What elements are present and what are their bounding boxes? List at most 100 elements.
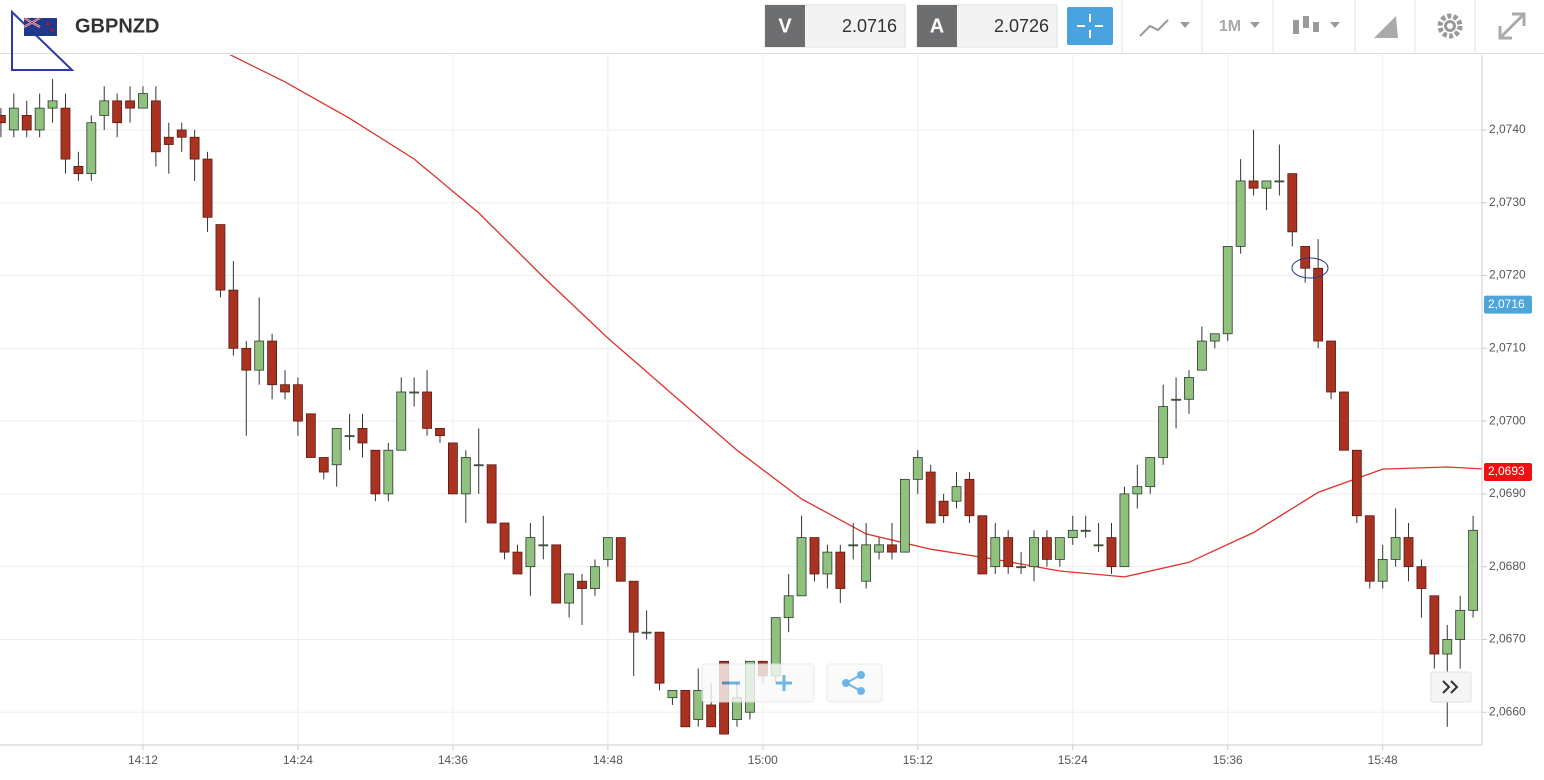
candle-body bbox=[344, 435, 355, 438]
candle-body bbox=[21, 115, 32, 131]
candle-body bbox=[228, 289, 239, 349]
zoom-in-button[interactable] bbox=[776, 675, 792, 691]
share-button[interactable] bbox=[842, 671, 865, 695]
y-tick-label: 2,0700 bbox=[1489, 413, 1526, 427]
share-box bbox=[826, 663, 883, 703]
candle-body bbox=[1429, 595, 1440, 655]
price-marker bbox=[1484, 295, 1532, 314]
candle-body bbox=[951, 486, 962, 502]
candle-body bbox=[1390, 537, 1401, 560]
candle-body bbox=[809, 537, 820, 575]
timeframe: 1M bbox=[1219, 18, 1241, 35]
candle-body bbox=[34, 107, 45, 131]
y-tick-label: 2,0690 bbox=[1489, 486, 1526, 500]
sell-label: V bbox=[778, 15, 792, 37]
candle-body bbox=[447, 442, 458, 495]
x-tick-label: 15:36 bbox=[1213, 753, 1243, 767]
candle-body bbox=[499, 522, 510, 553]
candle-body bbox=[1261, 180, 1272, 189]
candle-body bbox=[1158, 406, 1169, 458]
candle-body bbox=[383, 449, 394, 495]
candle-body bbox=[641, 631, 652, 634]
candle-body bbox=[305, 413, 316, 458]
scroll-end-button[interactable] bbox=[1430, 671, 1472, 703]
candle-body bbox=[1364, 515, 1375, 582]
buy-tag bbox=[917, 5, 957, 47]
y-tick-label: 2,0730 bbox=[1489, 195, 1526, 209]
y-tick-label: 2,0710 bbox=[1489, 340, 1526, 354]
y-tick-label: 2,0670 bbox=[1489, 632, 1526, 646]
candle-body bbox=[977, 515, 988, 575]
candle-body bbox=[163, 136, 174, 145]
x-tick-label: 14:36 bbox=[438, 753, 468, 767]
zoom-box bbox=[701, 663, 815, 703]
candle-body bbox=[473, 464, 484, 467]
candle-body bbox=[86, 122, 97, 175]
candle-body bbox=[241, 347, 252, 371]
candle-body bbox=[1274, 180, 1285, 183]
candle-body bbox=[0, 115, 6, 124]
drawing-tools-button[interactable] bbox=[1374, 16, 1398, 38]
candle-body bbox=[8, 107, 19, 131]
candle-body bbox=[1016, 566, 1027, 569]
buy-price: 2.0726 bbox=[994, 16, 1049, 36]
candle-body bbox=[138, 93, 148, 109]
x-tick-label: 14:48 bbox=[593, 753, 623, 767]
y-tick-label: 2,0720 bbox=[1489, 268, 1526, 282]
settings-button[interactable] bbox=[1437, 13, 1463, 39]
candle-body bbox=[822, 551, 833, 575]
candle-body bbox=[1209, 333, 1220, 342]
price-marker bbox=[1484, 463, 1532, 482]
candle-body bbox=[925, 471, 936, 524]
candle-body bbox=[1403, 537, 1414, 568]
candle-body bbox=[615, 537, 626, 582]
timeframe-button[interactable]: 1M bbox=[1219, 18, 1260, 35]
candle-body bbox=[628, 580, 639, 633]
candle-body bbox=[1351, 449, 1362, 517]
candle-style-button[interactable] bbox=[1293, 16, 1340, 34]
candle-body bbox=[1235, 180, 1246, 247]
candle-body bbox=[1287, 173, 1298, 233]
candle-body bbox=[602, 537, 613, 560]
candle-body bbox=[938, 500, 949, 517]
candle-body bbox=[215, 224, 226, 291]
candle-body bbox=[667, 690, 678, 699]
candle-body bbox=[680, 690, 691, 728]
x-tick-label: 15:12 bbox=[903, 753, 933, 767]
x-tick-label: 15:24 bbox=[1058, 753, 1088, 767]
candle-body bbox=[512, 551, 523, 575]
candle-body bbox=[1003, 537, 1014, 568]
candle-body bbox=[899, 478, 910, 553]
candle-body bbox=[176, 129, 187, 138]
candle-body bbox=[1313, 267, 1324, 342]
candle-body bbox=[1468, 529, 1478, 611]
sell-price: 2.0716 bbox=[842, 16, 897, 36]
candle-body bbox=[538, 544, 549, 547]
candle-body bbox=[1067, 529, 1078, 538]
candle-body bbox=[435, 427, 445, 437]
chart-type-button[interactable] bbox=[1139, 19, 1190, 37]
crosshair-button[interactable] bbox=[1067, 7, 1113, 45]
candle-body bbox=[848, 544, 859, 547]
candle-body bbox=[1416, 566, 1427, 589]
candle-body bbox=[280, 384, 290, 393]
candle-body bbox=[706, 704, 717, 728]
moving-average-line bbox=[229, 55, 1482, 578]
candle-body bbox=[318, 457, 329, 473]
candle-body bbox=[990, 537, 1001, 568]
candle-body bbox=[887, 544, 897, 553]
x-tick-label: 15:00 bbox=[748, 753, 778, 767]
candle-body bbox=[125, 100, 135, 109]
candle-body bbox=[783, 595, 794, 619]
candle-body bbox=[112, 100, 123, 124]
y-tick-label: 2,0660 bbox=[1489, 704, 1526, 718]
candle-body bbox=[564, 573, 575, 604]
candle-body bbox=[874, 544, 884, 553]
candle-body bbox=[1145, 457, 1156, 488]
candle-body bbox=[1029, 537, 1039, 568]
fullscreen-button[interactable] bbox=[1498, 12, 1526, 40]
candle-body bbox=[1054, 537, 1065, 560]
candle-body bbox=[1171, 398, 1181, 401]
zoom-controls bbox=[701, 663, 883, 703]
